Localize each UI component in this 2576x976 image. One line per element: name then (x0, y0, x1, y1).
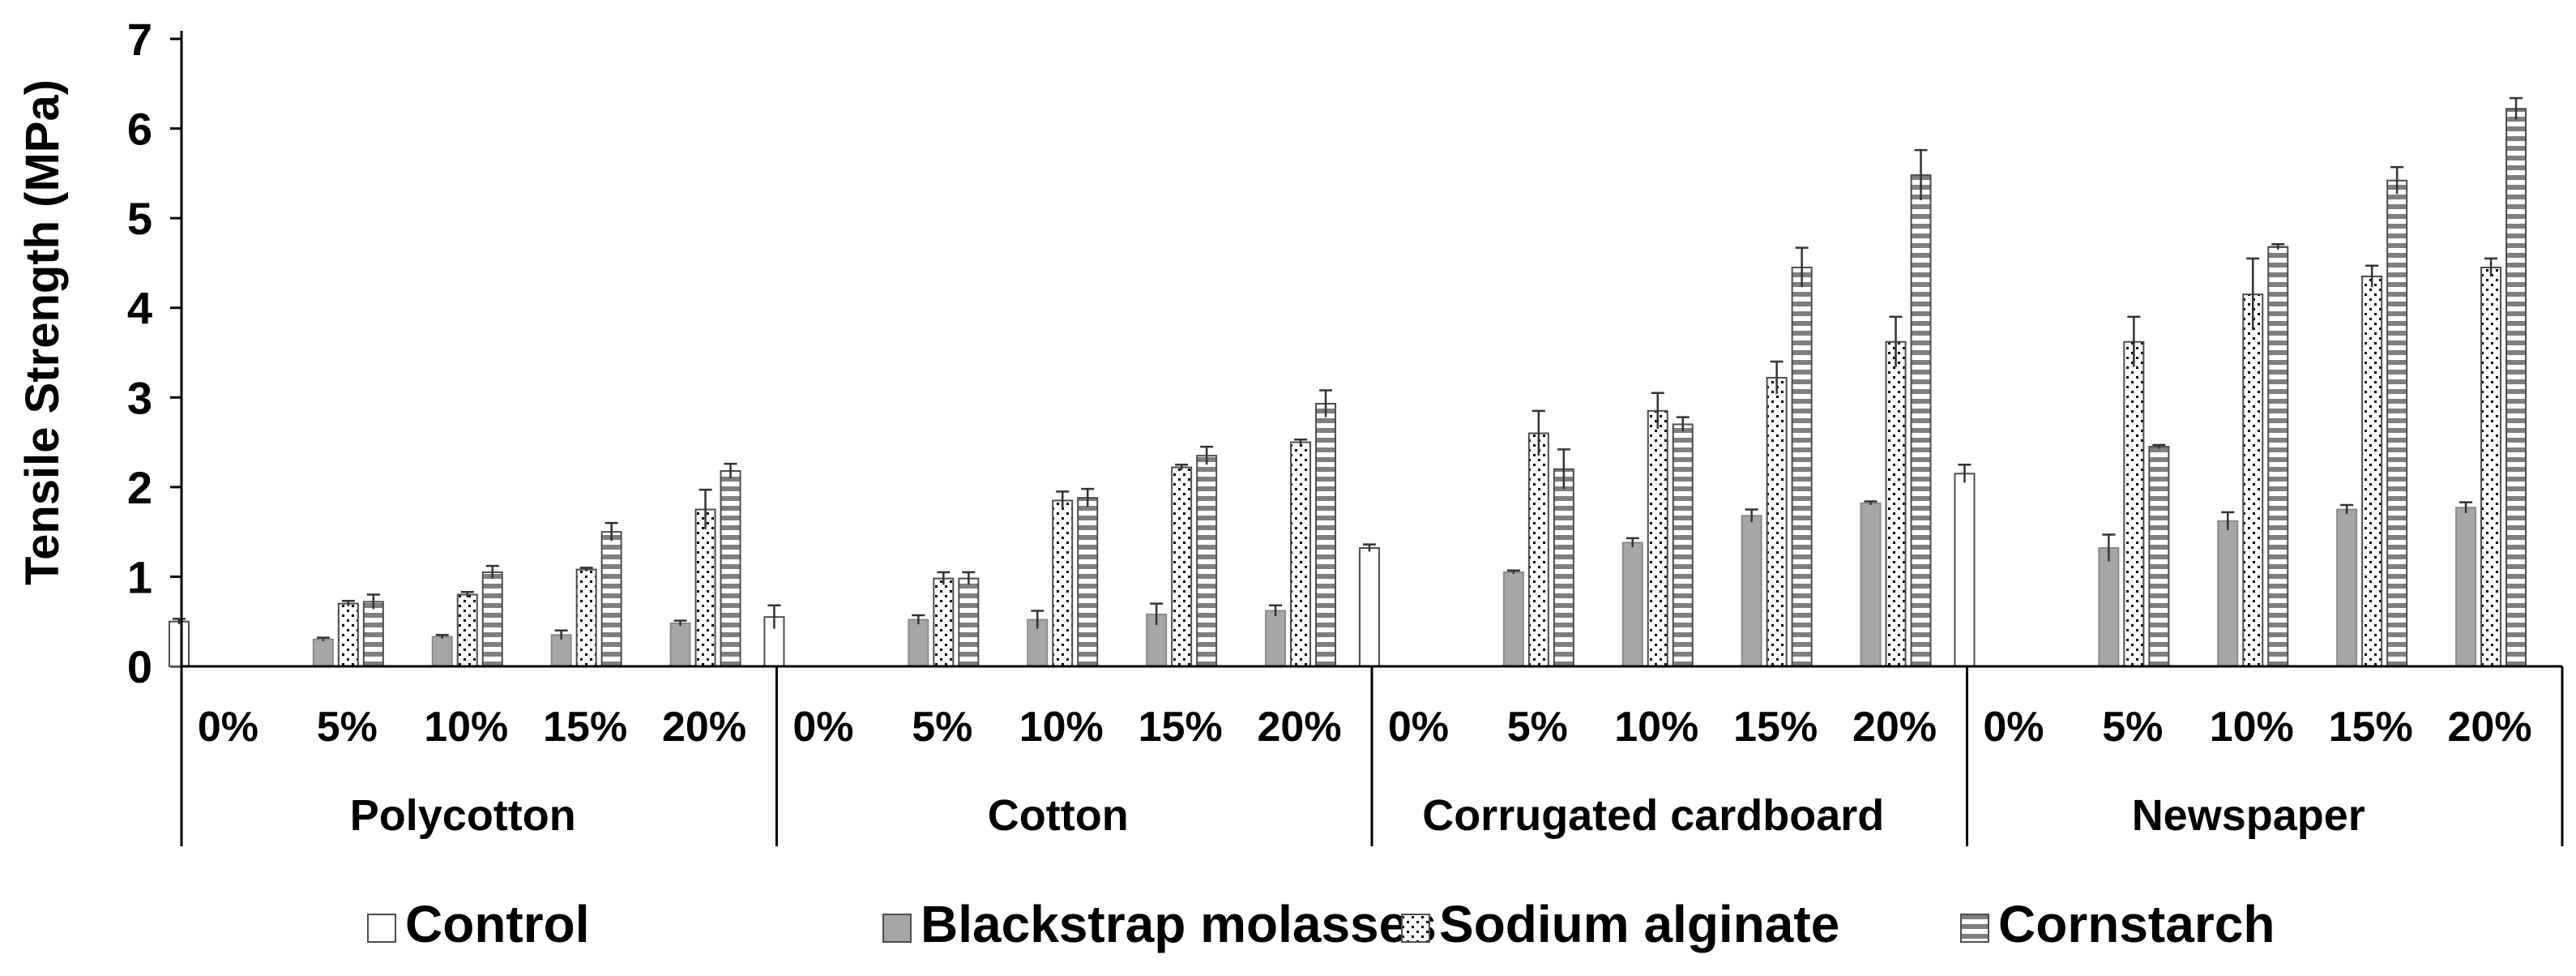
bar-cornstarch (958, 577, 980, 668)
bar-blackstrap-molasses (1741, 515, 1762, 667)
bar-sodium-alginate (2123, 340, 2145, 667)
bar-sodium-alginate (933, 577, 955, 668)
x-category-label: 0% (198, 704, 258, 751)
x-category-label: 20% (1258, 704, 1342, 751)
bar-blackstrap-molasses (550, 634, 572, 667)
x-category-label: 5% (2102, 704, 2163, 751)
legend-swatch-control (367, 914, 396, 943)
y-tick-label: 3 (127, 372, 152, 423)
bar-blackstrap-molasses (2217, 520, 2239, 667)
legend-label: Sodium alginate (1439, 895, 1839, 953)
bar-sodium-alginate (1290, 441, 1312, 667)
x-category-label: 0% (1388, 704, 1449, 751)
x-category-label: 10% (1614, 704, 1698, 751)
bar-sodium-alginate (1885, 340, 1907, 667)
legend-label: Cornstarch (1998, 895, 2275, 953)
bar-cornstarch (1672, 423, 1694, 667)
x-category-label: 0% (1983, 704, 2044, 751)
bar-control (1954, 473, 1976, 667)
bar-sodium-alginate (2242, 293, 2264, 667)
bar-sodium-alginate (1647, 409, 1668, 667)
legend-swatch-blackstrap-molasses (882, 914, 912, 943)
y-tick-label: 5 (127, 193, 152, 244)
bar-blackstrap-molasses (1502, 571, 1524, 668)
legend-swatch-sodium-alginate (1401, 914, 1430, 943)
bar-cornstarch (600, 531, 622, 668)
x-category-label: 20% (1852, 704, 1937, 751)
bar-control (1358, 547, 1380, 667)
x-category-label: 15% (543, 704, 627, 751)
bar-cornstarch (481, 571, 503, 668)
bar-blackstrap-molasses (431, 636, 453, 667)
bar-sodium-alginate (2480, 266, 2502, 667)
bar-cornstarch (2506, 108, 2527, 667)
x-category-label: 5% (912, 704, 972, 751)
y-tick-label: 4 (127, 283, 152, 334)
bar-sodium-alginate (1766, 376, 1788, 667)
bar-blackstrap-molasses (2336, 508, 2358, 667)
y-tick-label: 6 (127, 104, 152, 155)
bar-blackstrap-molasses (908, 619, 929, 668)
x-category-label: 15% (1733, 704, 1818, 751)
x-category-label: 10% (1019, 704, 1104, 751)
x-category-label: 5% (1507, 704, 1568, 751)
x-group-label: Polycotton (350, 791, 576, 840)
bar-sodium-alginate (1171, 466, 1193, 667)
bar-cornstarch (720, 469, 741, 667)
bar-sodium-alginate (1052, 499, 1074, 668)
bar-blackstrap-molasses (1621, 542, 1643, 668)
bar-cornstarch (1553, 468, 1574, 667)
bar-cornstarch (1910, 174, 1932, 668)
x-group-label: Cotton (988, 791, 1129, 840)
bar-cornstarch (2267, 246, 2289, 668)
bar-sodium-alginate (337, 602, 359, 667)
bar-cornstarch (2148, 446, 2170, 667)
legend-label: Blackstrap molasses (921, 895, 1437, 953)
x-category-label: 10% (424, 704, 508, 751)
y-tick-label: 7 (127, 14, 152, 65)
x-group-label: Newspaper (2132, 791, 2365, 840)
bar-sodium-alginate (575, 568, 597, 668)
x-category-label: 15% (1138, 704, 1223, 751)
bar-blackstrap-molasses (1265, 610, 1287, 668)
legend-swatch-cornstarch (1960, 914, 1989, 943)
y-axis-title: Tensile Strength (MPa) (16, 79, 69, 585)
bar-blackstrap-molasses (312, 638, 334, 667)
bar-cornstarch (1196, 455, 1218, 668)
x-category-label: 15% (2329, 704, 2413, 751)
bar-sodium-alginate (2361, 276, 2383, 667)
x-category-label: 20% (662, 704, 746, 751)
bar-control (168, 620, 190, 668)
bar-cornstarch (362, 601, 384, 667)
bar-blackstrap-molasses (669, 622, 691, 668)
legend-label: Control (405, 895, 590, 953)
x-group-label: Corrugated cardboard (1422, 791, 1884, 840)
bar-blackstrap-molasses (2098, 547, 2120, 667)
bar-sodium-alginate (1527, 432, 1549, 667)
bar-cornstarch (1077, 497, 1099, 668)
x-category-label: 5% (317, 704, 378, 751)
x-category-label: 10% (2210, 704, 2294, 751)
y-tick-label: 0 (127, 641, 152, 692)
bar-sodium-alginate (456, 593, 478, 667)
x-category-label: 20% (2448, 704, 2532, 751)
bar-cornstarch (1315, 403, 1337, 667)
bar-blackstrap-molasses (2455, 507, 2477, 667)
bar-blackstrap-molasses (1860, 502, 1882, 668)
bar-sodium-alginate (694, 508, 716, 667)
bar-cornstarch (2386, 179, 2408, 667)
bar-cornstarch (1791, 266, 1813, 667)
x-category-label: 0% (792, 704, 853, 751)
y-tick-label: 2 (127, 462, 152, 513)
y-tick-label: 1 (127, 551, 152, 602)
